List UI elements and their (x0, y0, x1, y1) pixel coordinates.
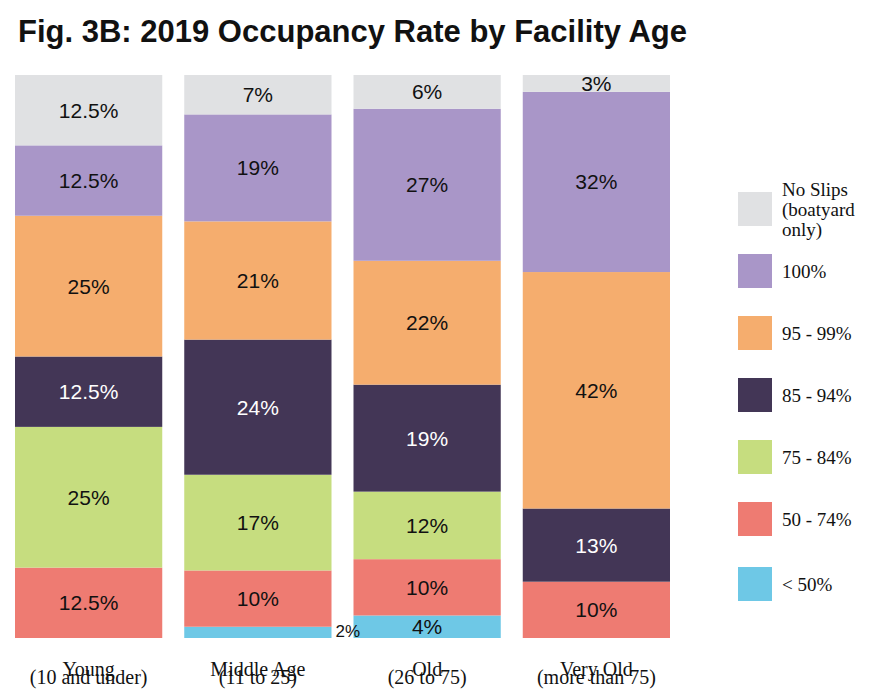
data-label: 19% (237, 156, 279, 179)
category-label: Old(26 to 75) (388, 658, 467, 689)
legend-label: No Slips(boatyardonly) (782, 179, 855, 241)
tick: Young(10 and under) (30, 638, 148, 689)
bar-segment (184, 475, 331, 571)
data-label: 12.5% (59, 99, 119, 122)
legend-label-line: No Slips (782, 179, 848, 200)
data-label: 25% (68, 275, 110, 298)
data-label: 32% (575, 170, 617, 193)
bar-segment (354, 385, 501, 492)
data-label: 42% (575, 379, 617, 402)
category-label-line: (26 to 75) (388, 666, 467, 689)
data-label: 27% (406, 173, 448, 196)
data-label: 6% (412, 80, 442, 103)
bar-segment (15, 75, 162, 145)
legend-label-line: 95 - 99% (782, 323, 852, 344)
bar-segment (15, 427, 162, 568)
bar-segment (523, 509, 670, 582)
legend-label: 85 - 94% (782, 385, 852, 406)
bar-segment (354, 615, 501, 638)
data-label: 19% (406, 427, 448, 450)
category-label-line: (more than 75) (537, 666, 656, 689)
data-label: 12% (406, 514, 448, 537)
legend-label-line: 85 - 94% (782, 385, 852, 406)
bar-segment (523, 272, 670, 508)
bar-segment (523, 582, 670, 638)
bar-segment (354, 492, 501, 560)
data-label: 21% (237, 269, 279, 292)
legend-label-line: 75 - 84% (782, 447, 852, 468)
data-label: 17% (237, 511, 279, 534)
x-axis: Young(10 and under) Middle Age(11 to 25) O… (30, 638, 656, 689)
bar-segment (15, 145, 162, 215)
data-label: 10% (406, 576, 448, 599)
bar-segment (354, 75, 501, 109)
legend-label-line: 100% (782, 261, 827, 282)
data-label: 13% (575, 534, 617, 557)
data-label: 24% (237, 396, 279, 419)
bar-segment (184, 340, 331, 475)
data-label: 25% (68, 486, 110, 509)
data-label: 3% (581, 72, 611, 95)
legend-swatch (738, 316, 772, 350)
bars (15, 75, 670, 638)
category-label-line: (11 to 25) (219, 666, 297, 689)
legend-label-line: < 50% (782, 574, 832, 595)
data-label: 22% (406, 311, 448, 334)
bar-segment (354, 261, 501, 385)
category-label-line: (10 and under) (30, 666, 148, 689)
bar-segment (184, 221, 331, 339)
data-label: 12.5% (59, 380, 119, 403)
legend-label: 95 - 99% (782, 323, 852, 344)
legend-label-line: 50 - 74% (782, 509, 852, 530)
legend-swatch (738, 440, 772, 474)
legend-label-line: (boatyard (782, 199, 855, 221)
bar-segment (184, 75, 331, 114)
data-label: 12.5% (59, 169, 119, 192)
bar-segment (354, 559, 501, 615)
tick: Middle Age(11 to 25) (210, 638, 305, 689)
tick: Very Old(more than 75) (537, 638, 656, 689)
chart: Fig. 3B: 2019 Occupancy Rate by Facility… (0, 0, 885, 691)
title: Fig. 3B: 2019 Occupancy Rate by Facility… (18, 14, 687, 49)
legend-label: 75 - 84% (782, 447, 852, 468)
data-label: 7% (243, 83, 273, 106)
legend-swatch (738, 192, 772, 226)
data-label: 10% (575, 598, 617, 621)
legend-swatch (738, 567, 772, 601)
bar-segment (184, 570, 331, 626)
bar-segment (15, 568, 162, 638)
legend-label-line: only) (782, 219, 822, 241)
legend-label: 50 - 74% (782, 509, 852, 530)
data-labels: 2% 4% 12.5% 10% 10% 10% 25% 17% 12% 12.5% 24% 19% 13… (59, 72, 618, 641)
category-label: Very Old(more than 75) (537, 658, 656, 689)
legend-label: < 50% (782, 574, 832, 595)
category-label: Middle Age(11 to 25) (210, 658, 305, 689)
data-label: 2% (335, 622, 360, 641)
bar-segment (15, 216, 162, 357)
bar-segment (15, 357, 162, 427)
data-label: 12.5% (59, 591, 119, 614)
category-label: Young(10 and under) (30, 658, 148, 689)
legend: No Slips(boatyardonly) 100% 95 - 99% 85 - 9… (738, 179, 855, 602)
legend-label: 100% (782, 261, 827, 282)
bar-segment (523, 92, 670, 272)
data-label: 10% (237, 587, 279, 610)
tick: Old(26 to 75) (388, 638, 467, 689)
bar-segment (354, 109, 501, 261)
legend-swatch (738, 378, 772, 412)
legend-swatch (738, 254, 772, 288)
legend-swatch (738, 502, 772, 536)
data-label: 4% (412, 615, 442, 638)
bar-segment (184, 627, 331, 638)
bar-segment (184, 114, 331, 221)
